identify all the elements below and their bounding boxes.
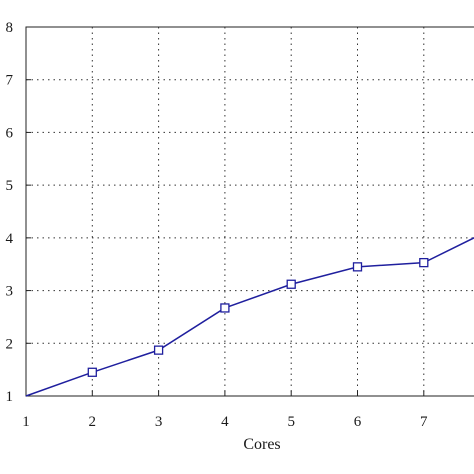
y-axis: 1 2 3 4 5 6 7 8 xyxy=(6,20,31,405)
x-tick-label: 5 xyxy=(287,414,295,430)
data-point-marker xyxy=(153,345,164,355)
x-axis: 1 2 3 4 5 6 7 xyxy=(22,391,428,430)
x-axis-title: Cores xyxy=(243,436,280,453)
y-tick-label: 8 xyxy=(6,20,14,36)
x-tick-label: 3 xyxy=(155,414,163,430)
y-tick-label: 2 xyxy=(6,336,14,352)
x-tick-label: 1 xyxy=(22,414,30,430)
data-point-marker xyxy=(286,279,296,289)
x-tick-label: 2 xyxy=(89,414,97,430)
x-tick-label: 4 xyxy=(221,414,229,430)
y-tick-label: 3 xyxy=(6,284,14,300)
x-tick-label: 6 xyxy=(354,414,362,430)
grid xyxy=(26,27,474,396)
y-tick-label: 7 xyxy=(6,73,14,89)
series-line xyxy=(25,237,474,397)
y-tick-label: 6 xyxy=(6,125,14,141)
plot-frame xyxy=(25,26,474,397)
y-tick-label: 5 xyxy=(6,178,14,194)
x-tick-label: 7 xyxy=(420,414,428,430)
y-tick-label: 1 xyxy=(6,389,14,405)
series-group xyxy=(25,237,474,397)
data-point-marker xyxy=(352,262,363,272)
data-point-marker xyxy=(220,303,230,313)
data-point-marker xyxy=(419,257,429,268)
data-point-marker xyxy=(87,367,97,377)
y-tick-label: 4 xyxy=(6,231,14,247)
